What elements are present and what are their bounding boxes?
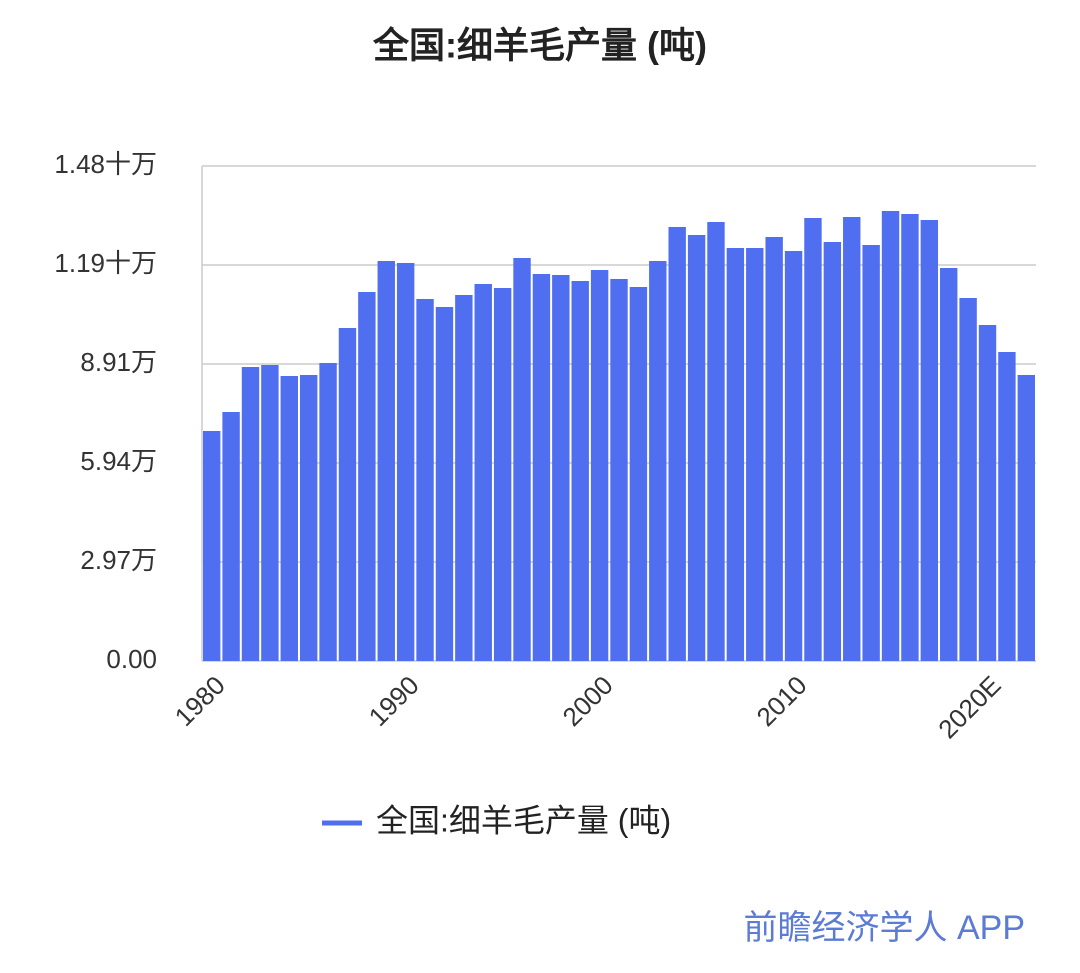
bar [571, 281, 589, 661]
bar [1017, 375, 1035, 661]
legend-label: 全国:细羊毛产量 (吨) [376, 802, 671, 838]
bar [280, 376, 298, 661]
bar [241, 367, 260, 661]
bar [377, 261, 395, 661]
bar [940, 268, 958, 661]
bar [532, 274, 551, 661]
bar [998, 352, 1016, 661]
bar [881, 211, 900, 661]
y-tick-label: 5.94万 [80, 446, 157, 476]
bar [261, 365, 279, 661]
bar [784, 251, 803, 661]
bar [843, 217, 861, 661]
bar [493, 288, 512, 661]
x-tick-label: 2020E [932, 670, 1006, 744]
bar [668, 227, 686, 661]
bar [474, 284, 492, 661]
bar [203, 431, 221, 661]
watermark: 前瞻经济学人 APP [744, 909, 1025, 947]
bar [416, 299, 434, 661]
chart-title: 全国:细羊毛产量 (吨) [372, 25, 707, 66]
bar [513, 258, 531, 661]
y-tick-label: 2.97万 [80, 545, 157, 575]
bar [455, 295, 473, 661]
x-tick-label: 2010 [751, 670, 813, 732]
bar [222, 412, 240, 661]
bar [726, 248, 745, 661]
bar [552, 275, 570, 661]
bar [629, 287, 648, 661]
bar [396, 263, 415, 661]
bar [610, 279, 628, 661]
bar [920, 220, 939, 661]
y-tick-label: 8.91万 [80, 347, 157, 377]
bar [319, 363, 337, 661]
bar [358, 292, 376, 661]
bar [823, 242, 842, 661]
bar [765, 237, 783, 661]
bar [687, 235, 706, 661]
bar [978, 325, 997, 661]
bar [338, 328, 357, 661]
x-tick-label: 2000 [557, 670, 619, 732]
bar [959, 298, 977, 661]
x-tick-label: 1980 [169, 670, 231, 732]
x-tick-label: 1990 [363, 670, 425, 732]
bar [901, 214, 919, 661]
y-tick-label: 1.19十万 [54, 248, 157, 278]
bar [804, 218, 822, 661]
bar [862, 245, 880, 661]
bar [590, 270, 609, 661]
bar [435, 307, 454, 661]
bar [707, 222, 725, 661]
y-tick-label: 0.00 [106, 644, 157, 674]
bar [746, 248, 764, 661]
bar [299, 375, 318, 661]
bar [649, 261, 667, 661]
y-tick-label: 1.48十万 [54, 149, 157, 179]
